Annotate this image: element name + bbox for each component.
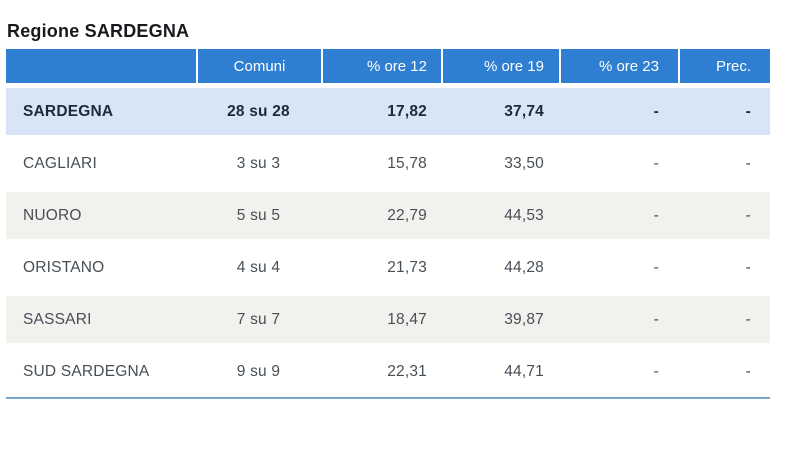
table-row-sassari[interactable]: SASSARI 7 su 7 18,47 39,87 - - — [6, 296, 770, 343]
comuni-cell: 28 su 28 — [227, 102, 290, 120]
comuni-cell: 9 su 9 — [236, 362, 281, 380]
prec-cell: - — [745, 258, 751, 276]
region-cell[interactable]: CAGLIARI — [23, 154, 97, 172]
page-title: Regione SARDEGNA — [7, 21, 190, 41]
header-region — [6, 49, 196, 83]
prec-cell: - — [745, 362, 751, 380]
prec-cell: - — [745, 102, 751, 120]
region-cell: SARDEGNA — [23, 102, 114, 120]
header-ore-23: % ore 23 — [559, 49, 678, 83]
header-ore-19: % ore 19 — [441, 49, 559, 83]
ore23-cell: - — [653, 310, 659, 328]
ore19-cell: 33,50 — [504, 154, 544, 172]
prec-cell: - — [745, 206, 751, 224]
ore12-cell: 18,47 — [387, 310, 427, 328]
header-prec: Prec. — [678, 49, 770, 83]
table-header-row: Comuni % ore 12 % ore 19 % ore 23 Prec. — [6, 49, 770, 83]
table-row-nuoro[interactable]: NUORO 5 su 5 22,79 44,53 - - — [6, 192, 770, 239]
ore23-cell: - — [653, 206, 659, 224]
prec-cell: - — [745, 310, 751, 328]
ore19-cell: 37,74 — [504, 102, 544, 120]
region-cell[interactable]: SUD SARDEGNA — [23, 362, 150, 380]
comuni-cell: 3 su 3 — [236, 154, 281, 172]
region-cell[interactable]: NUORO — [23, 206, 82, 224]
ore19-cell: 44,53 — [504, 206, 544, 224]
region-cell[interactable]: ORISTANO — [23, 258, 105, 276]
ore12-cell: 15,78 — [387, 154, 427, 172]
ore19-cell: 44,28 — [504, 258, 544, 276]
ore23-cell: - — [653, 258, 659, 276]
ore19-cell: 39,87 — [504, 310, 544, 328]
table-row-sardegna-total: SARDEGNA 28 su 28 17,82 37,74 - - — [6, 88, 770, 135]
comuni-cell: 7 su 7 — [236, 310, 281, 328]
comuni-cell: 4 su 4 — [236, 258, 281, 276]
table-row-oristano[interactable]: ORISTANO 4 su 4 21,73 44,28 - - — [6, 244, 770, 291]
header-comuni: Comuni — [196, 49, 321, 83]
ore23-cell: - — [653, 102, 659, 120]
table-row-sud-sardegna[interactable]: SUD SARDEGNA 9 su 9 22,31 44,71 - - — [6, 348, 770, 395]
comuni-cell: 5 su 5 — [236, 206, 281, 224]
prec-cell: - — [745, 154, 751, 172]
ore12-cell: 21,73 — [387, 258, 427, 276]
ore23-cell: - — [653, 154, 659, 172]
region-cell[interactable]: SASSARI — [23, 310, 92, 328]
turnout-table: Comuni % ore 12 % ore 19 % ore 23 Prec. … — [6, 49, 770, 399]
ore12-cell: 22,79 — [387, 206, 427, 224]
ore12-cell: 17,82 — [387, 102, 427, 120]
ore23-cell: - — [653, 362, 659, 380]
header-ore-12: % ore 12 — [321, 49, 441, 83]
ore12-cell: 22,31 — [387, 362, 427, 380]
table-row-cagliari[interactable]: CAGLIARI 3 su 3 15,78 33,50 - - — [6, 140, 770, 187]
ore19-cell: 44,71 — [504, 362, 544, 380]
